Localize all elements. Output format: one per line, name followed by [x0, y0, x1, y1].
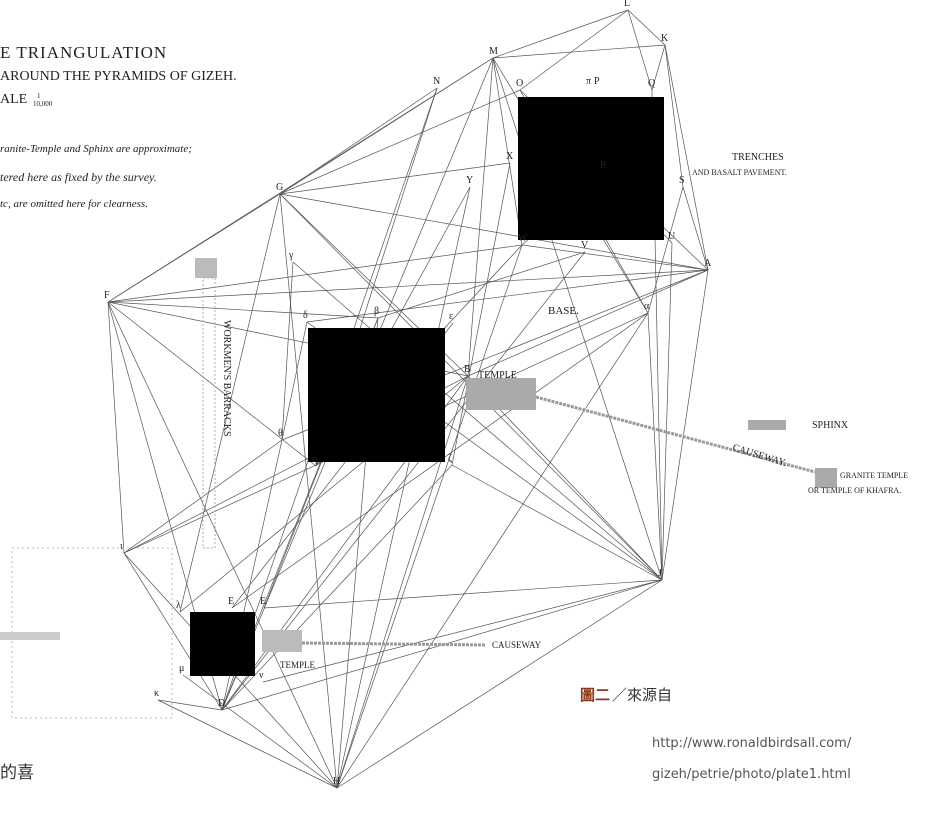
figure-number: 圖二 [580, 686, 610, 704]
station-label: R [600, 160, 607, 171]
station-label: ι [120, 541, 123, 552]
station-label: ν [259, 670, 264, 681]
place-label: TRENCHES [732, 152, 784, 163]
station-label: η [312, 454, 317, 465]
station-label: Q [648, 78, 656, 89]
place-label: TEMPLE [478, 370, 517, 381]
station-label: S [679, 175, 685, 186]
source-url: gizeh/petrie/photo/plate1.html [652, 767, 851, 782]
scale-numerator: 1 [37, 92, 41, 100]
station-label: B [464, 364, 471, 375]
title-line: AROUND THE PYRAMIDS OF GIZEH. [0, 69, 237, 84]
station-label: W [518, 233, 528, 244]
barracks-block [195, 258, 217, 278]
granite-temple-block [815, 468, 837, 488]
station-label: β [374, 306, 379, 317]
note: tc, are omitted here for clearness. [0, 198, 148, 210]
body-text: 的喜 [0, 763, 34, 783]
place-label: CAUSEWAY [492, 640, 542, 650]
station-label: ζ [448, 453, 452, 464]
station-label: μ [179, 663, 184, 674]
station-label: E [260, 596, 266, 607]
station-label: N [433, 76, 440, 87]
place-label: AND BASALT PAVEMENT. [692, 168, 787, 177]
place-label: TEMPLE [280, 660, 316, 670]
station-label: γ [288, 250, 294, 261]
station-label: L [624, 0, 630, 9]
third-pyramid [190, 612, 255, 676]
place-label: GRANITE TEMPLE [840, 471, 908, 480]
place-label: SPHINX [812, 420, 849, 431]
second-pyramid [308, 328, 445, 462]
station-label: P [594, 76, 600, 87]
place-label: OR TEMPLE OF KHAFRA. [808, 486, 901, 495]
wall-fragment [0, 632, 60, 640]
temple-block-small [262, 630, 302, 652]
station-label: H [333, 776, 340, 787]
station-label: ε [449, 311, 453, 322]
scale-label: ALE [0, 92, 27, 107]
source-url: http://www.ronaldbirdsall.com/ [652, 736, 852, 751]
station-label: δ [303, 310, 308, 321]
station-label: D [218, 698, 225, 709]
sphinx-block [748, 420, 786, 430]
station-label: V [581, 240, 589, 251]
station-label: K [661, 33, 669, 44]
scale-denominator: 10,000 [33, 100, 53, 108]
place-label: BASE. [548, 305, 579, 317]
station-label: O [516, 78, 523, 89]
station-label: F [104, 290, 110, 301]
station-label: λ [176, 600, 181, 611]
temple-block [466, 378, 536, 410]
station-label: M [489, 46, 498, 57]
station-label: θ [278, 428, 283, 439]
station-label: κ [154, 688, 159, 699]
station-label: α [644, 301, 650, 312]
station-label: Y [466, 175, 473, 186]
station-label: X [506, 151, 514, 162]
great-pyramid [518, 97, 664, 240]
station-label: U [668, 231, 676, 242]
station-label: A [704, 258, 712, 269]
note: tered here as fixed by the survey. [0, 170, 157, 184]
figure-source: ／來源自 [612, 686, 672, 704]
station-label: π [586, 76, 591, 87]
place-label: WORKMEN'S BARRACKS [221, 320, 232, 437]
note: ranite-Temple and Sphinx are approximate… [0, 143, 192, 155]
station-label: J [658, 568, 662, 579]
title-line: E TRIANGULATION [0, 43, 167, 62]
station-label: G [276, 182, 283, 193]
station-label: E [228, 596, 234, 607]
plate: E TRIANGULATION AROUND THE PYRAMIDS OF G… [0, 0, 935, 818]
